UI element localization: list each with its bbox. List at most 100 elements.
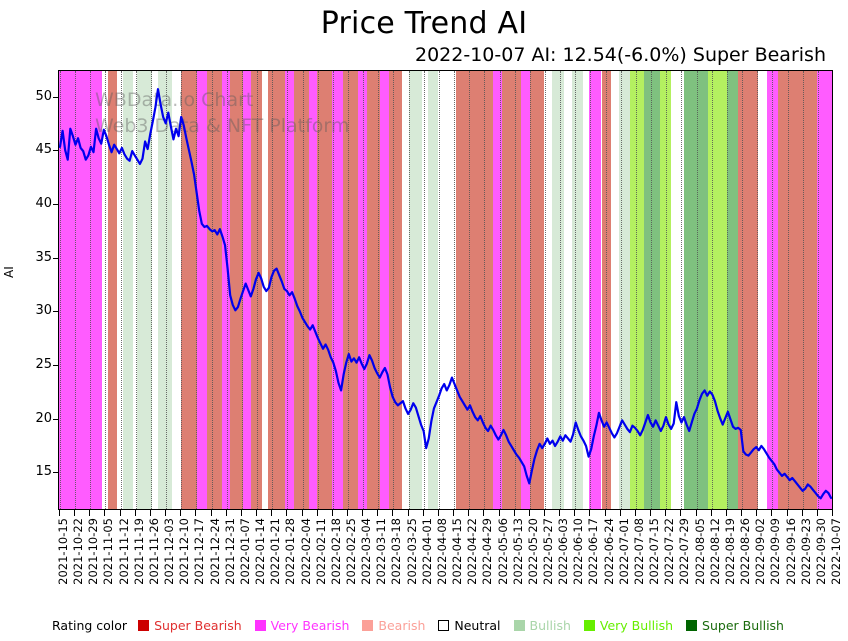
y-tick-label: 50 [35,88,52,104]
legend-item[interactable]: Neutral [438,618,501,633]
x-tick-label: 2022-05-20 [525,518,540,585]
rating-band [402,71,410,509]
rating-band [544,71,552,509]
x-tick-mark [756,510,758,516]
x-axis-tick-labels: 2021-10-15 2021-10-22 2021-10-29 2021-11-05… [56,518,843,608]
legend-swatch [686,619,698,631]
y-tick-mark [53,311,58,313]
rating-band [455,71,493,509]
page-title: Price Trend AI [320,6,528,41]
rating-band [251,71,263,509]
x-tick-mark [619,510,621,516]
x-tick-label: 2022-01-14 [253,518,268,585]
y-axis-tick-labels: 15 20 25 30 35 40 45 50 [8,70,52,510]
x-tick-mark [240,510,242,516]
x-tick-mark [771,510,773,516]
rating-band [172,71,181,509]
legend-label: Super Bearish [154,617,242,633]
legend-label: Bullish [529,617,571,633]
x-tick-mark [74,510,76,516]
x-tick-mark [362,510,364,516]
legend-item[interactable]: Very Bullish [583,617,674,633]
x-tick-mark [453,510,455,516]
x-tick-mark [634,510,636,516]
legend-swatch [254,619,266,631]
legend-label: Bearish [378,617,426,633]
x-tick-mark [468,510,470,516]
rating-band [520,71,531,509]
rating-band [180,71,197,509]
legend-label: Super Bullish [702,617,784,633]
x-tick-label: 2021-10-15 [56,518,70,585]
price-line-series [59,71,832,509]
y-tick-label: 20 [35,410,52,426]
x-tick-label: 2021-12-03 [162,518,177,585]
legend-item[interactable]: Super Bullish [686,618,784,633]
x-tick-mark [210,510,212,516]
legend-label: Very Bullish [599,617,674,633]
y-tick-mark [53,418,58,420]
x-tick-label: 2022-08-05 [692,518,707,585]
legend-item[interactable]: Very Bearish [254,618,349,633]
rating-band [582,71,590,509]
y-axis-tick-marks [5,70,65,510]
y-tick-label: 40 [35,196,52,212]
y-tick-mark [53,472,58,474]
y-tick-label: 15 [35,464,52,480]
x-tick-label: 2022-01-07 [237,518,252,585]
x-tick-label: 2021-11-26 [146,518,161,585]
x-tick-mark [377,510,379,516]
rating-band [551,71,565,509]
x-tick-mark [650,510,652,516]
x-tick-mark [741,510,743,516]
legend-item[interactable]: Super Bearish [138,618,242,633]
x-tick-mark [134,510,136,516]
x-tick-mark [483,510,485,516]
x-tick-label: 2022-09-09 [768,518,783,585]
rating-band [331,71,343,509]
x-tick-label: 2022-05-13 [510,518,525,585]
rating-band [427,71,438,509]
x-tick-mark [407,510,409,516]
x-tick-label: 2022-02-11 [313,518,328,585]
x-tick-label: 2022-02-18 [328,518,343,585]
legend-item[interactable]: Bullish [513,617,571,633]
x-tick-mark [559,510,561,516]
legend-item[interactable]: Bearish [362,618,425,633]
x-tick-label: 2022-08-26 [738,518,753,585]
rating-band [136,71,152,509]
x-tick-mark [331,510,333,516]
rating-band [630,71,645,509]
x-tick-mark [422,510,424,516]
x-tick-mark [119,510,121,516]
rating-band [564,71,573,509]
x-tick-label: 2022-03-04 [359,518,374,585]
x-tick-label: 2022-02-25 [343,518,358,585]
x-tick-mark [316,510,318,516]
y-tick-mark [53,365,58,367]
x-tick-label: 2022-03-11 [374,518,389,585]
x-tick-mark [528,510,530,516]
x-tick-mark [604,510,606,516]
rating-band [379,71,390,509]
x-tick-label: 2022-07-01 [616,518,631,585]
x-tick-label: 2022-07-15 [647,518,662,585]
x-tick-mark [544,510,546,516]
x-tick-label: 2022-04-08 [434,518,449,585]
rating-band [816,71,832,509]
x-tick-mark [104,510,106,516]
x-tick-label: 2021-11-05 [101,518,116,585]
x-tick-mark [786,510,788,516]
x-tick-mark [301,510,303,516]
rating-band [308,71,318,509]
x-tick-label: 2022-01-28 [283,518,298,585]
x-tick-mark [513,510,515,516]
rating-band [285,71,294,509]
rating-band [152,71,159,509]
rating-band [502,71,521,509]
rating-band [107,71,118,509]
rating-band [437,71,456,509]
y-tick-mark [53,96,58,98]
x-tick-mark [680,510,682,516]
legend-title: Rating color [52,617,128,633]
